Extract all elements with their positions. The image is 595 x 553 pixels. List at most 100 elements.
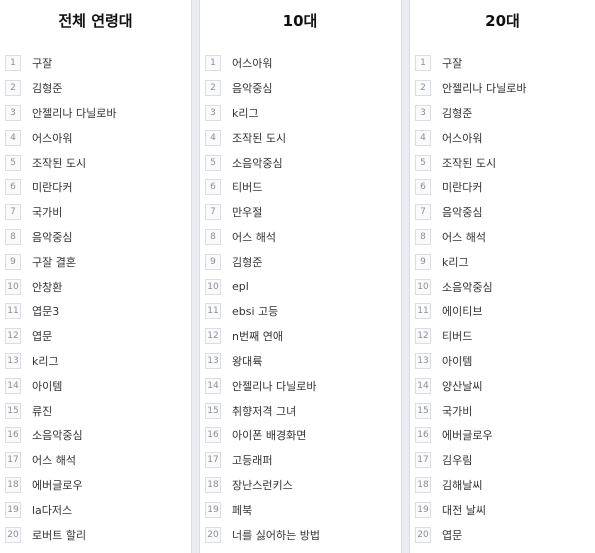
keyword-text[interactable]: 취향저격 그녀	[232, 404, 297, 418]
keyword-item[interactable]: 7 음악중심	[415, 200, 595, 225]
keyword-text[interactable]: 류진	[32, 404, 53, 418]
keyword-text[interactable]: 구잘 결혼	[32, 255, 76, 269]
keyword-item[interactable]: 10 안창환	[5, 274, 191, 299]
keyword-item[interactable]: 1 구잘	[415, 51, 595, 76]
keyword-item[interactable]: 20 로버트 할리	[5, 522, 191, 547]
keyword-text[interactable]: 안젤리나 다닐로바	[442, 82, 527, 96]
keyword-item[interactable]: 11 에이티브	[415, 299, 595, 324]
keyword-item[interactable]: 2 김형준	[5, 76, 191, 101]
keyword-item[interactable]: 19 페북	[205, 497, 400, 522]
keyword-item[interactable]: 14 아이템	[5, 373, 191, 398]
keyword-text[interactable]: 조작된 도시	[442, 156, 497, 170]
keyword-text[interactable]: 아이템	[442, 354, 473, 368]
keyword-item[interactable]: 18 장난스런키스	[205, 473, 400, 498]
keyword-item[interactable]: 11 엽문3	[5, 299, 191, 324]
keyword-text[interactable]: 양산날씨	[442, 379, 483, 393]
keyword-item[interactable]: 5 소음악중심	[205, 150, 400, 175]
keyword-text[interactable]: 에버글로우	[32, 478, 83, 492]
keyword-item[interactable]: 14 안젤리나 다닐로바	[205, 373, 400, 398]
keyword-item[interactable]: 18 에버글로우	[5, 473, 191, 498]
keyword-item[interactable]: 16 소음악중심	[5, 423, 191, 448]
keyword-text[interactable]: 엽문	[32, 330, 53, 344]
keyword-text[interactable]: 어스 해석	[232, 230, 276, 244]
keyword-item[interactable]: 15 취향저격 그녀	[205, 398, 400, 423]
keyword-text[interactable]: 에버글로우	[442, 429, 493, 443]
keyword-item[interactable]: 17 김우림	[415, 448, 595, 473]
keyword-text[interactable]: 김우림	[442, 454, 473, 468]
keyword-text[interactable]: 어스 해석	[32, 454, 76, 468]
keyword-text[interactable]: 아이폰 배경화면	[232, 429, 307, 443]
keyword-text[interactable]: 김형준	[442, 106, 473, 120]
keyword-text[interactable]: 안창환	[32, 280, 63, 294]
keyword-text[interactable]: la다저스	[32, 503, 73, 517]
keyword-text[interactable]: 김해날씨	[442, 478, 483, 492]
keyword-item[interactable]: 20 너를 싫어하는 방법	[205, 522, 400, 547]
keyword-text[interactable]: 에이티브	[442, 305, 483, 319]
keyword-item[interactable]: 12 티버드	[415, 324, 595, 349]
keyword-text[interactable]: 티버드	[442, 330, 473, 344]
keyword-item[interactable]: 8 음악중심	[5, 225, 191, 250]
keyword-item[interactable]: 20 엽문	[415, 522, 595, 547]
keyword-text[interactable]: 고등래퍼	[232, 454, 273, 468]
keyword-item[interactable]: 11 ebsi 고등	[205, 299, 400, 324]
keyword-text[interactable]: 장난스런키스	[232, 478, 293, 492]
keyword-text[interactable]: 구잘	[442, 57, 463, 71]
keyword-item[interactable]: 12 엽문	[5, 324, 191, 349]
keyword-text[interactable]: 안젤리나 다닐로바	[32, 106, 117, 120]
keyword-item[interactable]: 9 김형준	[205, 249, 400, 274]
keyword-item[interactable]: 13 아이템	[415, 349, 595, 374]
keyword-item[interactable]: 8 어스 해석	[415, 225, 595, 250]
keyword-item[interactable]: 13 k리그	[5, 349, 191, 374]
keyword-item[interactable]: 9 k리그	[415, 249, 595, 274]
keyword-text[interactable]: 엽문3	[32, 305, 60, 319]
keyword-text[interactable]: 김형준	[32, 82, 63, 96]
keyword-text[interactable]: 국가비	[442, 404, 473, 418]
keyword-text[interactable]: 소음악중심	[32, 429, 83, 443]
keyword-text[interactable]: 왕대륙	[232, 354, 263, 368]
keyword-text[interactable]: 어스아워	[32, 131, 73, 145]
keyword-item[interactable]: 15 류진	[5, 398, 191, 423]
keyword-text[interactable]: 미란다커	[32, 181, 73, 195]
keyword-item[interactable]: 10 소음악중심	[415, 274, 595, 299]
keyword-text[interactable]: k리그	[32, 354, 59, 368]
keyword-item[interactable]: 5 조작된 도시	[5, 150, 191, 175]
keyword-item[interactable]: 16 아이폰 배경화면	[205, 423, 400, 448]
keyword-text[interactable]: 음악중심	[442, 206, 483, 220]
keyword-text[interactable]: k리그	[232, 106, 259, 120]
keyword-item[interactable]: 10 epl	[205, 274, 400, 299]
keyword-text[interactable]: 국가비	[32, 206, 63, 220]
keyword-text[interactable]: 페북	[232, 503, 253, 517]
keyword-item[interactable]: 14 양산날씨	[415, 373, 595, 398]
keyword-text[interactable]: 조작된 도시	[232, 131, 287, 145]
keyword-text[interactable]: 조작된 도시	[32, 156, 87, 170]
keyword-text[interactable]: 너를 싫어하는 방법	[232, 528, 320, 542]
keyword-text[interactable]: 엽문	[442, 528, 463, 542]
keyword-item[interactable]: 4 어스아워	[5, 125, 191, 150]
keyword-text[interactable]: 어스아워	[232, 57, 273, 71]
keyword-item[interactable]: 3 안젤리나 다닐로바	[5, 101, 191, 126]
keyword-item[interactable]: 2 안젤리나 다닐로바	[415, 76, 595, 101]
keyword-item[interactable]: 5 조작된 도시	[415, 150, 595, 175]
keyword-item[interactable]: 8 어스 해석	[205, 225, 400, 250]
keyword-item[interactable]: 7 국가비	[5, 200, 191, 225]
keyword-item[interactable]: 18 김해날씨	[415, 473, 595, 498]
keyword-item[interactable]: 2 음악중심	[205, 76, 400, 101]
keyword-text[interactable]: 김형준	[232, 255, 263, 269]
keyword-item[interactable]: 6 미란다커	[415, 175, 595, 200]
keyword-item[interactable]: 16 에버글로우	[415, 423, 595, 448]
keyword-text[interactable]: 아이템	[32, 379, 63, 393]
keyword-item[interactable]: 3 k리그	[205, 101, 400, 126]
keyword-text[interactable]: 어스 해석	[442, 230, 486, 244]
keyword-item[interactable]: 7 만우절	[205, 200, 400, 225]
keyword-item[interactable]: 3 김형준	[415, 101, 595, 126]
keyword-text[interactable]: 티버드	[232, 181, 263, 195]
keyword-item[interactable]: 19 대전 날씨	[415, 497, 595, 522]
keyword-item[interactable]: 17 어스 해석	[5, 448, 191, 473]
keyword-text[interactable]: 소음악중심	[442, 280, 493, 294]
keyword-item[interactable]: 19 la다저스	[5, 497, 191, 522]
keyword-text[interactable]: 음악중심	[32, 230, 73, 244]
keyword-item[interactable]: 12 n번째 연애	[205, 324, 400, 349]
keyword-item[interactable]: 1 어스아워	[205, 51, 400, 76]
keyword-item[interactable]: 9 구잘 결혼	[5, 249, 191, 274]
keyword-item[interactable]: 1 구잘	[5, 51, 191, 76]
